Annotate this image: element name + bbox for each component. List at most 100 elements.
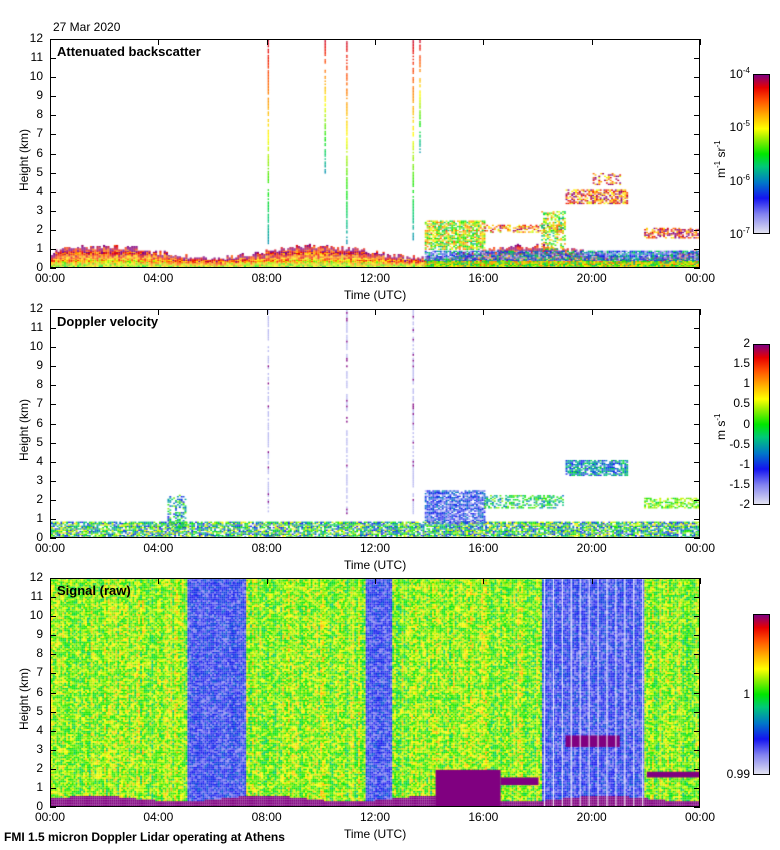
x-tick-mark (700, 309, 701, 315)
y-tick-label: 11 (30, 589, 43, 604)
tick-exponent: -5 (742, 119, 750, 129)
y-axis-label: Height (km) (17, 128, 31, 191)
y-tick-label: 10 (29, 339, 43, 354)
y-tick-mark (50, 730, 56, 732)
y-tick-label: 4 (36, 453, 43, 468)
y-tick-mark (50, 385, 56, 387)
colorbar-label-part: -1 (713, 140, 722, 148)
y-tick-label: 5 (36, 703, 43, 718)
y-tick-label: 8 (36, 107, 43, 122)
y-tick-mark (50, 404, 56, 406)
y-tick-mark (50, 461, 56, 463)
y-tick-mark (50, 153, 56, 155)
y-tick-mark-right (694, 616, 700, 618)
y-tick-label: 8 (36, 646, 43, 661)
colorbar-tick-label: 1.5 (733, 356, 750, 371)
y-tick-mark (50, 807, 56, 808)
y-tick-mark (50, 518, 56, 520)
y-tick-mark-right (694, 673, 700, 675)
y-tick-mark (50, 480, 56, 482)
y-tick-mark (50, 210, 56, 212)
x-tick-mark (700, 578, 701, 584)
y-tick-mark-right (694, 134, 700, 136)
y-tick-mark (50, 328, 56, 330)
x-tick-mark (50, 309, 51, 315)
y-tick-mark-right (694, 423, 700, 425)
x-tick-mark (50, 39, 51, 45)
x-tick-mark (591, 39, 593, 45)
y-tick-label: 8 (36, 377, 43, 392)
y-tick-label: 7 (36, 665, 43, 680)
y-tick-mark (50, 134, 56, 136)
y-tick-mark-right (694, 635, 700, 637)
y-tick-mark-right (694, 77, 700, 79)
y-tick-mark-right (694, 654, 700, 656)
y-tick-mark-right (694, 229, 700, 231)
y-axis-label: Height (km) (17, 398, 31, 461)
y-tick-label: 5 (36, 434, 43, 449)
y-tick-mark (50, 248, 56, 250)
y-tick-mark (50, 96, 56, 98)
y-tick-mark (50, 442, 56, 444)
tick-exponent: -7 (742, 226, 750, 235)
y-tick-mark-right (694, 366, 700, 368)
y-tick-label: 10 (29, 69, 43, 84)
y-tick-mark (50, 787, 56, 789)
y-tick-mark-right (694, 191, 700, 193)
x-tick-label: 20:00 (576, 271, 607, 285)
y-tick-label: 0 (36, 799, 43, 813)
y-tick-mark-right (694, 153, 700, 155)
y-tick-mark (50, 768, 56, 770)
y-tick-mark-right (694, 807, 700, 808)
x-tick-mark (591, 309, 593, 315)
colorbar-label-part: m (714, 168, 728, 178)
colorbar-tick-label: 10-7 (710, 226, 750, 241)
x-tick-label: 16:00 (468, 541, 499, 555)
y-tick-mark (50, 268, 56, 269)
x-tick-mark (483, 39, 485, 45)
x-tick-label: 00:00 (684, 810, 716, 824)
y-tick-label: 0 (36, 260, 43, 274)
x-tick-mark (483, 309, 485, 315)
x-axis-label: Time (UTC) (344, 288, 407, 302)
y-tick-mark (50, 229, 56, 231)
tick-base: 10 (729, 227, 743, 241)
x-tick-mark (266, 309, 268, 315)
y-tick-label: 12 (29, 570, 43, 584)
colorbar-tick-label: 1 (743, 686, 750, 701)
y-tick-label: 6 (36, 684, 43, 699)
y-tick-mark (50, 692, 56, 694)
y-tick-label: 11 (30, 320, 43, 335)
y-tick-mark-right (694, 787, 700, 789)
y-tick-mark (50, 597, 56, 599)
y-tick-label: 2 (36, 221, 43, 236)
y-tick-mark (50, 578, 56, 579)
x-tick-label: 00:00 (684, 271, 716, 285)
x-tick-label: 04:00 (143, 541, 174, 555)
x-tick-mark (158, 39, 160, 45)
x-tick-mark (266, 578, 268, 584)
x-tick-mark (50, 578, 51, 584)
colorbar-tick-label: 10-5 (710, 119, 750, 134)
y-tick-mark (50, 366, 56, 368)
heatmap-canvas (51, 579, 699, 806)
y-tick-mark-right (694, 768, 700, 770)
y-tick-mark-right (694, 96, 700, 98)
y-tick-mark-right (694, 480, 700, 482)
colorbar-label-part: -1 (713, 160, 722, 168)
y-tick-mark (50, 711, 56, 713)
y-tick-label: 3 (36, 472, 43, 487)
y-tick-mark-right (694, 538, 700, 539)
y-tick-label: 9 (36, 627, 43, 642)
y-tick-label: 4 (36, 183, 43, 198)
plot-panel-1: Attenuated backscatter (50, 39, 700, 268)
y-tick-mark (50, 77, 56, 79)
x-tick-label: 12:00 (359, 271, 391, 285)
colorbar (753, 344, 770, 505)
x-tick-label: 00:00 (34, 271, 66, 285)
y-tick-mark (50, 172, 56, 174)
tick-exponent: -6 (742, 172, 750, 182)
y-tick-mark (50, 39, 56, 40)
x-tick-mark (591, 578, 593, 584)
y-tick-mark-right (694, 328, 700, 330)
